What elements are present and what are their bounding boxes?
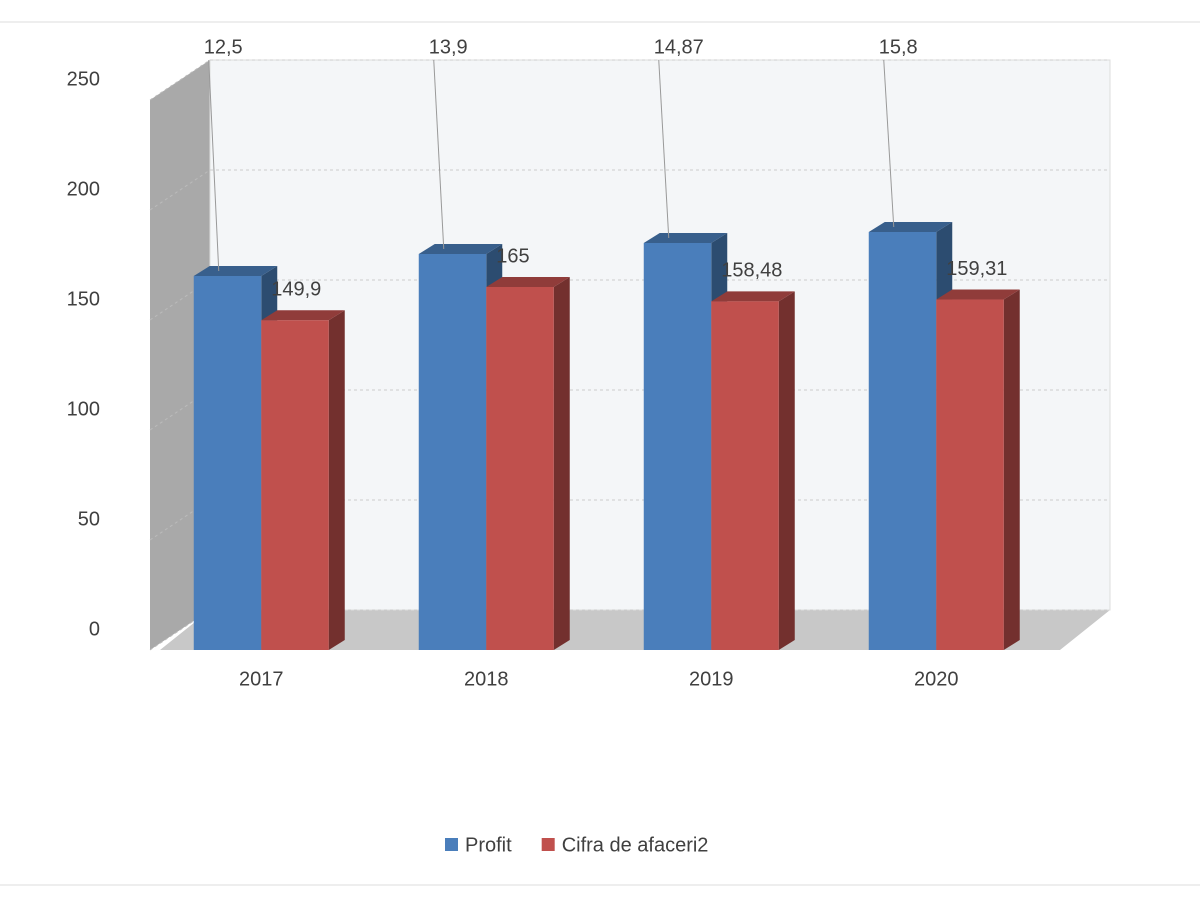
bar [711,301,779,650]
bar [868,232,937,650]
x-tick-label: 2020 [914,668,959,690]
leader-line [433,59,445,250]
leader-line [208,59,220,272]
y-tick-label: 150 [67,288,100,310]
bar-top [486,277,570,287]
y-tick-label: 50 [78,508,100,530]
bar [643,243,712,650]
bar [418,254,487,650]
legend-label: Profit [465,834,512,856]
grid-line [149,169,211,211]
bar-top [193,266,278,276]
legend-label: Cifra de afaceri2 [562,834,709,856]
data-label: 158,48 [721,260,782,282]
y-tick-label: 250 [67,68,100,90]
bar-side [1003,289,1020,650]
bar-top [418,244,503,254]
bar [261,320,329,650]
y-tick-label: 100 [67,398,100,420]
legend-swatch [445,838,458,851]
y-tick-label: 0 [89,618,100,640]
bar [936,299,1004,650]
annotation: 14,87 [654,36,704,58]
bar-side [778,291,795,650]
bar-top [936,289,1020,300]
annotation: 15,8 [879,36,918,58]
annotation: 13,9 [429,36,468,58]
bar-top [261,310,345,321]
bar-side [328,310,345,650]
bar-top [868,222,953,232]
bar-top [643,233,728,243]
data-label: 165 [496,245,529,267]
bar [486,287,554,650]
leader-line [658,59,670,239]
grid-line [149,59,211,101]
x-tick-label: 2017 [239,668,284,690]
y-tick-label: 200 [67,178,100,200]
data-label: 149,9 [271,279,321,301]
x-tick-label: 2019 [689,668,734,690]
x-tick-label: 2018 [464,668,509,690]
leader-line [883,59,895,228]
data-label: 159,31 [946,258,1007,280]
bar-top [711,291,795,302]
annotation: 12,5 [204,36,243,58]
bar [193,276,262,650]
bar-side [553,277,570,650]
legend-swatch [541,838,555,851]
